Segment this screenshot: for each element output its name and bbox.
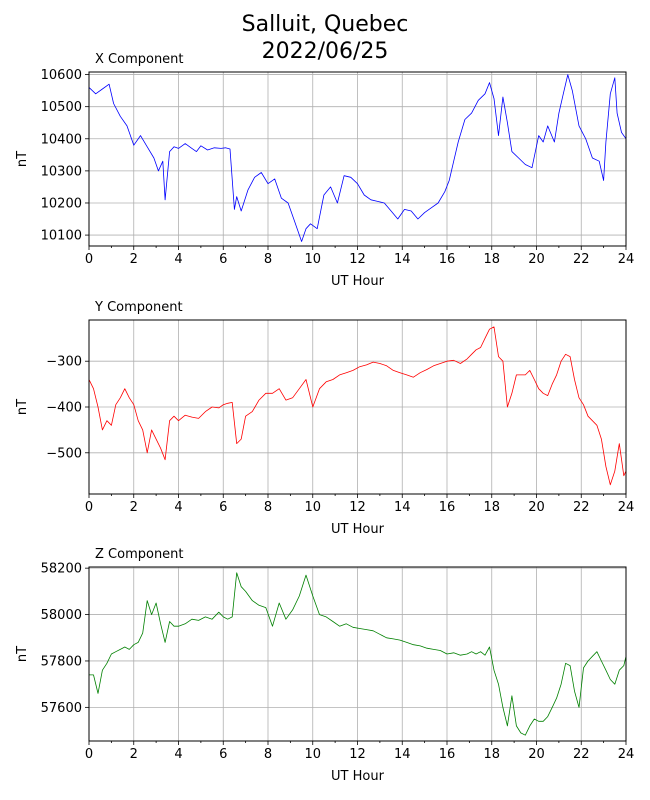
- panel1-x-tick-label: 22: [573, 252, 590, 267]
- panel1-x-tick-label: 6: [219, 252, 227, 267]
- panel3-y-axis-label: nT: [15, 646, 30, 662]
- panel1-y-tick-label: 10500: [41, 100, 82, 115]
- panel2-x-tick-label: 22: [573, 500, 590, 515]
- panel3-y-tick-label: 58000: [41, 608, 82, 623]
- panel2-y-tick-label: −500: [46, 446, 82, 461]
- panel3-x-tick-label: 6: [219, 747, 227, 762]
- panel3-x-tick-label: 2: [130, 747, 138, 762]
- panel1-x-tick-label: 4: [174, 252, 182, 267]
- panel3-x-tick-label: 16: [439, 747, 456, 762]
- panel2-title: Y Component: [94, 300, 183, 315]
- panel2-x-tick-label: 24: [618, 500, 635, 515]
- panel1-y-tick-label: 10600: [41, 68, 82, 83]
- panel3-x-tick-label: 12: [349, 747, 366, 762]
- panel3-y-tick-label: 57800: [41, 654, 82, 669]
- panel2-x-tick-label: 8: [264, 500, 272, 515]
- panel1-x-tick-label: 24: [618, 252, 635, 267]
- panel2-y-tick-label: −400: [46, 401, 82, 416]
- panel3-y-tick-label: 57600: [41, 701, 82, 716]
- panel3-x-tick-label: 10: [304, 747, 321, 762]
- panel1-x-tick-label: 12: [349, 252, 366, 267]
- panel3-x-tick-label: 0: [85, 747, 93, 762]
- panel2-x-tick-label: 18: [483, 500, 500, 515]
- panel1-x-tick-label: 14: [394, 252, 411, 267]
- panel3-x-tick-label: 14: [394, 747, 411, 762]
- panel2-x-tick-label: 0: [85, 500, 93, 515]
- panel1-series-line: [88, 74, 627, 242]
- panel3-x-tick-label: 4: [174, 747, 182, 762]
- panel1-y-tick-label: 10100: [41, 229, 82, 244]
- panel3-x-tick-label: 8: [264, 747, 272, 762]
- panel1-y-axis-label: nT: [15, 151, 30, 167]
- panel3-y-tick-label: 58200: [41, 562, 82, 577]
- panel2-y-tick-label: −300: [46, 355, 82, 370]
- panel1-x-tick-label: 0: [85, 252, 93, 267]
- panel3-title: Z Component: [95, 547, 184, 562]
- panel3-x-tick-label: 20: [528, 747, 545, 762]
- panel3-series-line: [89, 572, 627, 736]
- panel2-x-axis-label: UT Hour: [331, 522, 385, 537]
- panel2-x-tick-label: 16: [439, 500, 456, 515]
- panel2-x-tick-label: 20: [528, 500, 545, 515]
- panel2-x-tick-label: 12: [349, 500, 366, 515]
- panel1-y-tick-label: 10300: [41, 164, 82, 179]
- panel2-x-tick-label: 14: [394, 500, 411, 515]
- panel1-x-tick-label: 16: [439, 252, 456, 267]
- panel3-x-axis-label: UT Hour: [331, 769, 385, 784]
- panel3-x-tick-label: 22: [573, 747, 590, 762]
- panel2-x-tick-label: 2: [130, 500, 138, 515]
- panel1-y-tick-label: 10200: [41, 196, 82, 211]
- panel3-x-tick-label: 24: [618, 747, 635, 762]
- panel1-x-tick-label: 18: [483, 252, 500, 267]
- panel2-series-line: [88, 326, 627, 486]
- chart-title-line1: Salluit, Quebec: [241, 12, 409, 37]
- panel2-x-tick-label: 10: [304, 500, 321, 515]
- panel1-x-tick-label: 8: [264, 252, 272, 267]
- panel2-x-tick-label: 6: [219, 500, 227, 515]
- panel1-x-tick-label: 2: [130, 252, 138, 267]
- panel3-x-tick-label: 18: [483, 747, 500, 762]
- panel2-y-axis-label: nT: [15, 399, 30, 415]
- panel2-x-tick-label: 4: [174, 500, 182, 515]
- panel1-x-tick-label: 10: [304, 252, 321, 267]
- panel1-x-tick-label: 20: [528, 252, 545, 267]
- panel1-title: X Component: [95, 52, 184, 67]
- panel1-x-axis-label: UT Hour: [331, 274, 385, 289]
- chart-title-line2: 2022/06/25: [261, 39, 389, 64]
- panel1-y-tick-label: 10400: [41, 132, 82, 147]
